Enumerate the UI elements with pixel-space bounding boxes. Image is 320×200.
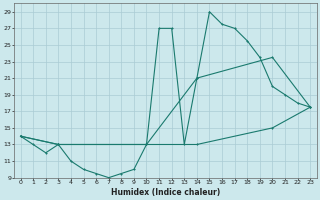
X-axis label: Humidex (Indice chaleur): Humidex (Indice chaleur) xyxy=(111,188,220,197)
